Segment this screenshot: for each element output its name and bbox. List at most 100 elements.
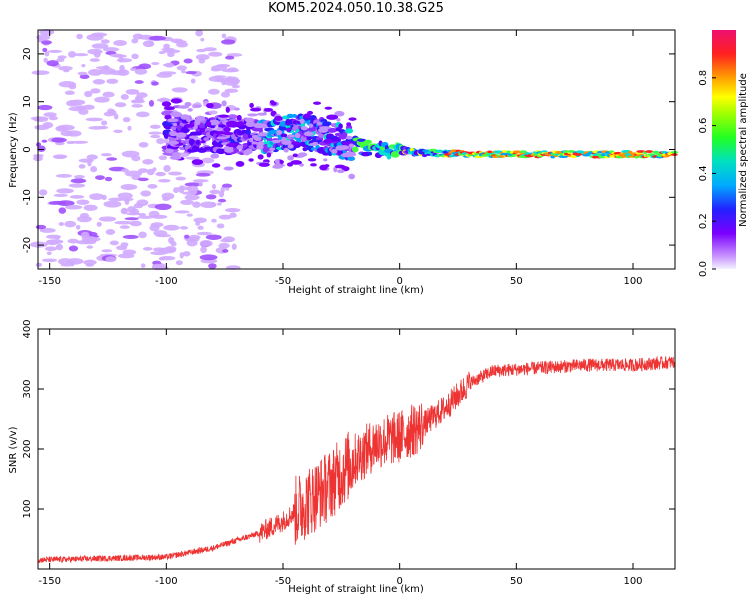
spectrogram-cell [199, 239, 213, 247]
spectrogram-y-tick-label: 0 [22, 146, 33, 152]
spectrogram-cell [70, 178, 87, 184]
spectrogram-cell [56, 58, 65, 63]
spectrogram-cell [331, 136, 341, 144]
spectrogram-cell [113, 113, 119, 120]
spectrogram-cell [214, 131, 227, 135]
spectrogram-cell [89, 193, 105, 200]
spectrogram-cell [164, 122, 173, 126]
spectrogram-cell [211, 218, 217, 223]
spectrogram-cell [286, 127, 292, 133]
spectrogram-cell [127, 125, 132, 131]
spectrogram-cell [195, 29, 204, 37]
spectrogram-cell [290, 160, 303, 165]
spectrogram-cell [245, 148, 253, 155]
spectrogram-cell [33, 117, 49, 122]
spectrogram-cell [324, 106, 333, 110]
spectrogram-cell [164, 62, 175, 68]
spectrogram-cell [73, 53, 89, 57]
spectrogram-cell [303, 131, 314, 137]
spectrogram-cell [194, 119, 201, 126]
spectrogram-cell [209, 190, 215, 194]
spectrogram-cell [95, 175, 105, 180]
spectrogram-cell [122, 249, 137, 256]
spectrogram-cell [167, 118, 179, 123]
spectrogram-cell [357, 138, 367, 142]
spectrogram-cell [76, 33, 83, 40]
spectrogram-cell [89, 58, 100, 62]
spectrogram-cell [124, 217, 139, 221]
spectrogram-cell [137, 177, 149, 182]
spectrogram-cell [257, 132, 268, 137]
spectrogram-cell [208, 88, 220, 95]
spectrogram-cell [96, 66, 111, 70]
spectrogram-cell [292, 153, 298, 158]
spectrogram-cell [47, 49, 63, 53]
spectrogram-cell [236, 114, 242, 121]
spectrogram-cell [348, 117, 357, 121]
spectrogram-cell [347, 156, 356, 161]
spectrogram-cell [224, 88, 239, 93]
spectrogram-cell [75, 224, 81, 230]
spectrogram-cell [162, 197, 170, 201]
spectrogram-cell [221, 100, 227, 107]
spectrogram-cell [114, 220, 133, 225]
spectrogram-cell [210, 67, 221, 72]
spectrogram-cell [234, 107, 240, 111]
spectrogram-cell [205, 194, 217, 200]
spectrogram-cell [163, 49, 181, 54]
spectrogram-cell [220, 91, 231, 98]
spectrogram-cell [124, 170, 143, 177]
spectrogram-cell [140, 190, 152, 197]
spectrogram-cell [248, 158, 254, 162]
spectrogram-cell [168, 140, 179, 145]
spectrogram-cell [208, 51, 223, 57]
spectrogram-cell [53, 193, 68, 197]
spectrogram-cell [78, 164, 86, 169]
spectrogram-cell [348, 173, 356, 180]
spectrogram-cell [173, 187, 180, 194]
spectrogram-cell [184, 234, 190, 239]
spectrogram-cell [109, 240, 119, 246]
spectrogram-cell [334, 110, 345, 117]
spectrogram-cell [151, 81, 159, 86]
spectrogram-cell [197, 225, 204, 230]
spectrogram-cell [83, 259, 97, 266]
spectrogram-cell [180, 114, 190, 120]
spectrogram-cell [208, 76, 224, 82]
spectrogram-cell [333, 166, 338, 173]
spectrogram-cell [74, 174, 85, 179]
spectrogram-cell [218, 214, 232, 220]
spectrogram-cell [169, 130, 178, 137]
spectrogram-cell [122, 234, 139, 239]
spectrogram-cell [57, 258, 73, 265]
spectrogram-cell [148, 210, 160, 218]
spectrogram-x-tick-label: -100 [155, 276, 178, 287]
spectrogram-cell [344, 151, 357, 158]
spectrogram-cell [258, 162, 270, 167]
snr-x-tick-label: -100 [155, 576, 178, 587]
snr-panel: -150 -100 -50 0 50 100 100 200 300 400 Height of… [8, 319, 676, 595]
spectrogram-cell [171, 87, 188, 93]
spectrogram-cell [208, 110, 218, 115]
snr-y-tick-label: 100 [22, 499, 33, 518]
spectrogram-cell [344, 128, 354, 134]
snr-series-line [37, 355, 675, 564]
spectrogram-cell [187, 108, 193, 112]
spectrogram-cell [58, 221, 65, 226]
spectrogram-cell [124, 198, 130, 205]
spectrogram-cell [323, 138, 334, 144]
colorbar-tick-label: 0.2 [698, 213, 709, 229]
spectrogram-y-tick-label: -20 [22, 237, 33, 253]
spectrogram-cell [352, 146, 359, 153]
spectrogram-cell [280, 133, 288, 138]
spectrogram-cell [163, 43, 170, 50]
spectrogram-cell [200, 246, 207, 254]
spectrogram-cell [90, 88, 101, 94]
spectrogram-cell [226, 142, 239, 148]
spectrogram-cell [156, 72, 173, 78]
spectrogram-cell [101, 194, 107, 200]
spectrogram-cell [271, 139, 281, 144]
spectrogram-cell [205, 234, 222, 240]
spectrogram-cell [134, 68, 148, 75]
spectrogram-cell [39, 227, 56, 233]
